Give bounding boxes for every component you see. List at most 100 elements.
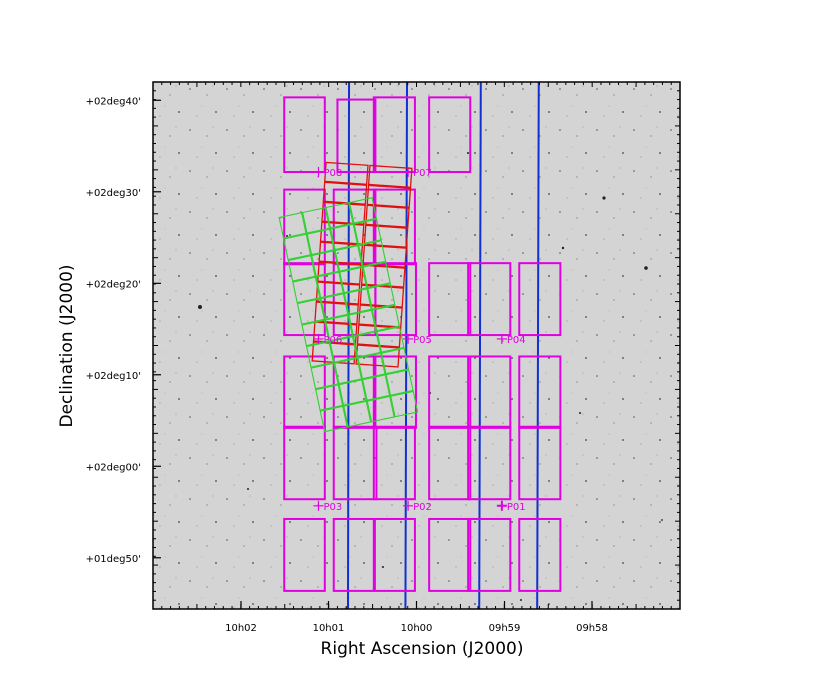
- pointing-marker: [403, 167, 414, 178]
- y-tick-label: +02deg40': [86, 96, 141, 107]
- pointing-label: P05: [413, 335, 432, 346]
- green-footprint: [315, 271, 344, 299]
- y-tick-label: +02deg00': [86, 462, 141, 473]
- green-footprint: [334, 245, 363, 272]
- magenta-footprint: [467, 425, 512, 501]
- red-footprint: [362, 244, 407, 268]
- magenta-footprint: [283, 425, 326, 501]
- star-point: [561, 246, 565, 250]
- blue-line: [478, 82, 482, 609]
- magenta-footprint: [372, 96, 416, 174]
- x-axis-title: Right Ascension (J2000): [321, 639, 524, 659]
- pointing-label: P02: [413, 502, 432, 513]
- red-footprint: [317, 261, 362, 285]
- pointing-marker: [403, 333, 414, 344]
- red-footprint: [322, 181, 368, 205]
- pointing-label: P04: [507, 335, 526, 346]
- green-footprint: [343, 400, 372, 428]
- y-tick-label: +01deg50': [86, 554, 141, 565]
- green-footprint: [385, 369, 414, 396]
- green-footprint: [319, 405, 348, 433]
- green-footprint: [367, 283, 396, 310]
- magenta-footprint: [373, 517, 416, 592]
- pointing-marker: [403, 500, 414, 511]
- red-footprint: [358, 304, 403, 328]
- y-tick-label: +02deg20': [86, 279, 141, 290]
- pointing-marker: [496, 333, 507, 344]
- magenta-footprint: [518, 517, 562, 592]
- magenta-footprint: [332, 517, 375, 592]
- x-tick-label: 10h00: [401, 623, 433, 634]
- green-footprint: [329, 336, 358, 363]
- star-point: [602, 196, 606, 200]
- red-footprint: [367, 164, 413, 189]
- y-tick-label: +02deg30': [86, 188, 141, 199]
- green-footprint: [357, 352, 386, 380]
- pointing-marker: [496, 500, 507, 511]
- blue-line: [536, 82, 540, 609]
- magenta-footprint: [283, 188, 326, 266]
- star-point: [382, 566, 384, 568]
- red-footprint: [314, 301, 359, 325]
- magenta-footprint: [428, 262, 472, 337]
- magenta-footprint: [428, 425, 472, 501]
- green-footprint: [371, 304, 400, 332]
- magenta-footprint: [428, 355, 472, 429]
- y-axis-title: Declination (J2000): [57, 264, 77, 427]
- magenta-footprint: [372, 355, 417, 429]
- pointing-label: P01: [507, 502, 526, 513]
- x-tick-label: 09h59: [489, 623, 521, 634]
- magenta-footprint: [372, 188, 416, 266]
- pointing-label: P07: [413, 168, 432, 179]
- star-point: [247, 488, 249, 490]
- star-point: [579, 412, 581, 414]
- magenta-footprint: [374, 262, 417, 337]
- green-footprint: [320, 293, 349, 320]
- pointing-marker: [313, 167, 324, 178]
- red-footprint: [359, 284, 405, 308]
- y-tick-label: +02deg10': [86, 371, 141, 382]
- green-footprint: [278, 212, 307, 239]
- pointing-label: P03: [323, 502, 342, 513]
- magenta-footprint: [467, 517, 512, 592]
- magenta-footprint: [336, 98, 377, 174]
- magenta-footprint: [283, 355, 326, 429]
- magenta-footprint: [467, 355, 512, 429]
- red-footprint: [324, 161, 369, 185]
- star-point: [644, 266, 648, 270]
- red-footprint: [365, 204, 410, 228]
- x-tick-label: 09h58: [576, 623, 608, 634]
- red-footprint: [366, 184, 412, 208]
- green-footprint: [380, 347, 410, 375]
- magenta-footprint: [283, 517, 326, 592]
- magenta-footprint: [518, 425, 562, 501]
- blue-line: [346, 82, 351, 609]
- pointing-label: P06: [323, 335, 342, 346]
- green-footprint: [390, 390, 419, 418]
- green-footprint: [343, 288, 372, 315]
- red-footprint: [315, 281, 361, 305]
- red-footprint: [363, 224, 409, 248]
- green-footprint: [324, 314, 354, 342]
- green-footprint: [311, 250, 340, 277]
- green-footprint: [287, 255, 316, 282]
- green-footprint: [325, 202, 354, 229]
- green-footprint: [352, 331, 382, 358]
- magenta-footprint: [518, 355, 562, 429]
- star-point: [198, 305, 202, 309]
- red-footprint: [318, 241, 364, 265]
- green-footprint: [305, 341, 335, 368]
- star-point: [286, 235, 288, 237]
- magenta-footprint: [283, 96, 326, 174]
- green-footprint: [339, 266, 368, 294]
- green-footprint: [362, 374, 391, 401]
- magenta-footprint: [428, 96, 472, 174]
- green-footprint: [292, 276, 321, 304]
- green-footprint: [348, 309, 377, 337]
- magenta-footprint: [518, 262, 562, 337]
- pointing-marker: [313, 500, 324, 511]
- star-point: [661, 519, 663, 521]
- magenta-footprint: [332, 425, 378, 501]
- green-footprint: [362, 261, 391, 289]
